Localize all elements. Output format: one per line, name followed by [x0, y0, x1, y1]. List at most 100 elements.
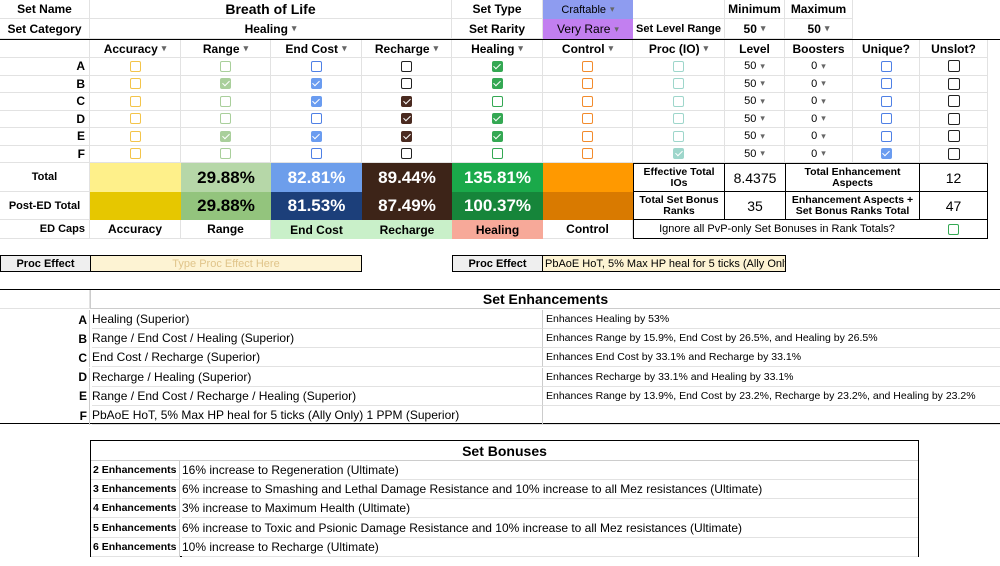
unique-checkbox[interactable]	[880, 130, 892, 142]
end-cost-checkbox[interactable]	[310, 95, 322, 107]
recharge-cell	[362, 145, 452, 163]
set-name-value[interactable]: Breath of Life	[90, 0, 452, 19]
accuracy-checkbox[interactable]	[129, 60, 141, 72]
unslot-checkbox[interactable]	[947, 60, 960, 73]
recharge-checkbox[interactable]	[401, 95, 412, 107]
level-dropdown[interactable]: 50	[725, 75, 785, 93]
healing-checkbox[interactable]	[491, 78, 503, 90]
proc-checkbox[interactable]	[673, 130, 684, 142]
healing-checkbox[interactable]	[491, 148, 503, 160]
proc-checkbox[interactable]	[673, 95, 684, 107]
ed-cap-healing: Healing	[452, 220, 543, 239]
min-level-dropdown[interactable]: 50	[725, 19, 785, 39]
recharge-checkbox[interactable]	[401, 113, 412, 125]
proc-effect-input[interactable]: Type Proc Effect Here	[172, 257, 280, 270]
accuracy-checkbox[interactable]	[129, 130, 141, 142]
recharge-checkbox[interactable]	[401, 60, 412, 72]
set-rarity-label: Set Rarity	[452, 19, 543, 39]
unslot-checkbox[interactable]	[947, 147, 960, 160]
range-checkbox[interactable]	[220, 148, 231, 160]
boosters-dropdown[interactable]: 0	[785, 58, 853, 76]
recharge-checkbox[interactable]	[401, 130, 412, 142]
accuracy-checkbox[interactable]	[129, 95, 141, 107]
control-checkbox[interactable]	[582, 130, 593, 142]
enh-plus-bonus-label: Enhancement Aspects + Set Bonus Ranks To…	[785, 192, 920, 220]
proc-checkbox[interactable]	[673, 78, 684, 90]
level-dropdown[interactable]: 50	[725, 93, 785, 111]
enhancement-id: B	[0, 329, 90, 349]
unslot-checkbox[interactable]	[947, 95, 960, 108]
accuracy-checkbox[interactable]	[129, 148, 141, 160]
unslot-checkbox[interactable]	[947, 112, 960, 125]
accuracy-checkbox[interactable]	[129, 113, 141, 125]
unique-checkbox[interactable]	[880, 60, 892, 72]
control-checkbox[interactable]	[582, 60, 593, 72]
recharge-checkbox[interactable]	[401, 148, 412, 160]
end-cost-checkbox[interactable]	[310, 113, 322, 125]
slot-id: F	[0, 145, 90, 163]
control-checkbox[interactable]	[582, 78, 593, 90]
level-dropdown[interactable]: 50	[725, 110, 785, 128]
set-category-dropdown[interactable]: Healing	[90, 19, 452, 39]
column-recharge[interactable]: Recharge	[362, 40, 452, 58]
ed-caps-label: ED Caps	[0, 220, 90, 239]
healing-checkbox[interactable]	[491, 60, 503, 72]
control-checkbox[interactable]	[582, 95, 593, 107]
unique-checkbox[interactable]	[880, 148, 892, 160]
set-rarity-dropdown[interactable]: Very Rare	[543, 19, 633, 39]
unique-checkbox[interactable]	[880, 78, 892, 90]
proc-checkbox[interactable]	[673, 148, 684, 160]
proc-checkbox[interactable]	[673, 60, 684, 72]
boosters-dropdown[interactable]: 0	[785, 128, 853, 146]
proc-effect-label: Proc Effect	[1, 256, 91, 271]
healing-checkbox[interactable]	[491, 113, 503, 125]
set-type-label: Set Type	[452, 0, 543, 19]
boosters-dropdown[interactable]: 0	[785, 110, 853, 128]
healing-checkbox[interactable]	[491, 95, 503, 107]
column-control[interactable]: Control	[543, 40, 633, 58]
unique-checkbox[interactable]	[880, 113, 892, 125]
column-range[interactable]: Range	[181, 40, 271, 58]
level-dropdown[interactable]: 50	[725, 128, 785, 146]
unique-cell	[853, 128, 920, 146]
end-cost-checkbox[interactable]	[310, 60, 322, 72]
range-checkbox[interactable]	[220, 78, 231, 90]
max-level-dropdown[interactable]: 50	[785, 19, 853, 39]
range-checkbox[interactable]	[220, 130, 231, 142]
range-checkbox[interactable]	[220, 95, 231, 107]
enhancement-effect: Enhances Range by 13.9%, End Cost by 23.…	[542, 386, 1000, 406]
unslot-checkbox[interactable]	[947, 130, 960, 143]
range-checkbox[interactable]	[220, 60, 231, 72]
boosters-dropdown[interactable]: 0	[785, 145, 853, 163]
ignore-pvp-checkbox[interactable]	[948, 223, 959, 235]
control-checkbox[interactable]	[582, 148, 593, 160]
unique-checkbox[interactable]	[880, 95, 892, 107]
range-cell	[181, 110, 271, 128]
column-healing[interactable]: Healing	[452, 40, 543, 58]
level-dropdown[interactable]: 50	[725, 58, 785, 76]
unslot-cell	[920, 110, 988, 128]
level-dropdown[interactable]: 50	[725, 145, 785, 163]
column-accuracy[interactable]: Accuracy	[90, 40, 181, 58]
end-cost-checkbox[interactable]	[310, 78, 322, 90]
healing-checkbox[interactable]	[491, 130, 503, 142]
healing-cell	[452, 110, 543, 128]
unslot-checkbox[interactable]	[947, 77, 960, 90]
recharge-checkbox[interactable]	[401, 78, 412, 90]
column-proc[interactable]: Proc (IO)	[633, 40, 725, 58]
proc-checkbox[interactable]	[673, 113, 684, 125]
control-checkbox[interactable]	[582, 113, 593, 125]
column-end-cost[interactable]: End Cost	[271, 40, 362, 58]
end-cost-checkbox[interactable]	[310, 130, 322, 142]
boosters-dropdown[interactable]: 0	[785, 93, 853, 111]
control-total	[543, 163, 633, 192]
end-cost-checkbox[interactable]	[310, 148, 322, 160]
boosters-dropdown[interactable]: 0	[785, 75, 853, 93]
bonus-count: 5 Enhancements	[91, 518, 180, 538]
range-post-ed: 29.88%	[181, 192, 271, 220]
range-checkbox[interactable]	[220, 113, 231, 125]
proc-cell	[633, 58, 725, 76]
unslot-cell	[920, 75, 988, 93]
accuracy-checkbox[interactable]	[129, 78, 141, 90]
set-type-dropdown[interactable]: Craftable	[543, 0, 633, 19]
